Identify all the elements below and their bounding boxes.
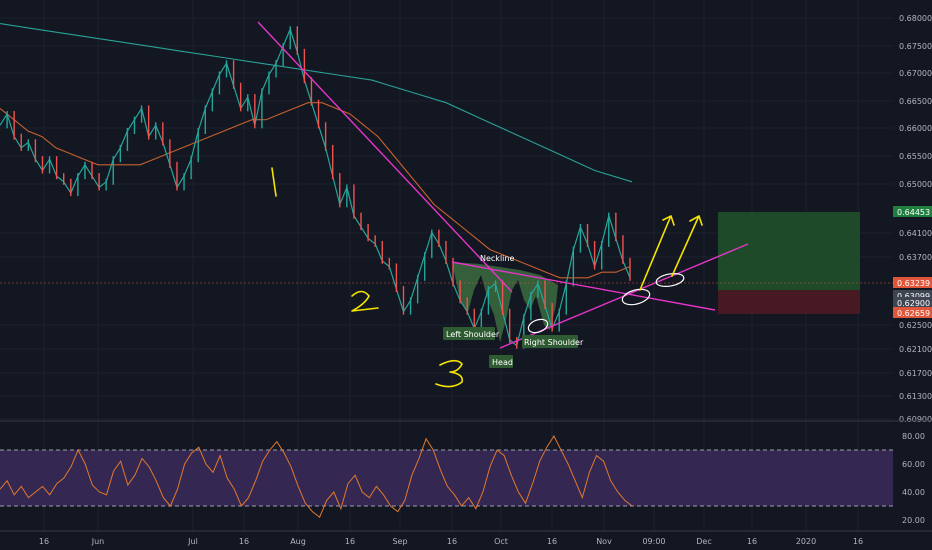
projection-arrow-1 [639, 215, 675, 291]
price-badge [893, 206, 932, 217]
head-label: Head [492, 358, 513, 367]
target-zone [718, 212, 860, 290]
time-tick-label: Sep [392, 537, 407, 546]
price-tick-label: 0.62100 [899, 345, 932, 354]
wave-label-2 [351, 290, 379, 312]
time-tick-label: Jun [91, 537, 105, 546]
price-badge-label: 0.62659 [897, 309, 930, 318]
price-tick-label: 0.60900 [899, 415, 932, 424]
time-tick-label: 16 [345, 537, 355, 546]
time-tick-label: Jul [187, 537, 198, 546]
rsi-band [0, 450, 893, 506]
rsi-pane[interactable] [0, 434, 893, 518]
grid [0, 0, 893, 531]
wave-label-3 [435, 359, 464, 388]
ma-teal-line [0, 23, 633, 183]
neckline-label: Neckline [480, 254, 514, 263]
price-tick-label: 0.65000 [899, 180, 932, 189]
time-tick-label: Nov [596, 537, 612, 546]
price-tick-label: 0.61700 [899, 369, 932, 378]
time-tick-label: 16 [239, 537, 249, 546]
time-tick-label: Dec [696, 537, 711, 546]
neckline-line [451, 261, 716, 311]
price-tick-label: 0.63700 [899, 253, 932, 262]
time-tick-label: 16 [547, 537, 557, 546]
time-tick-label: 16 [447, 537, 457, 546]
price-tick-label: 0.67000 [899, 69, 932, 78]
projection-arrow-2 [671, 215, 703, 277]
price-badge [893, 290, 932, 301]
time-tick-label: Aug [290, 537, 306, 546]
price-badge-label: 0.63099 [897, 292, 930, 301]
rsi-axis: 80.00 60.00 40.00 20.00 [902, 432, 925, 525]
stop-zone [718, 290, 860, 314]
right-shoulder-tag [522, 335, 578, 348]
rsi-tick-label: 60.00 [902, 460, 925, 469]
price-tick-label: 0.62500 [899, 321, 932, 330]
rsi-tick-label: 80.00 [902, 432, 925, 441]
price-badge [893, 307, 932, 318]
time-tick-label: Oct [494, 537, 508, 546]
price-badge [893, 277, 932, 288]
price-tick-label: 0.64100 [899, 229, 932, 238]
ma-orange-line [0, 102, 631, 279]
price-tick-label: 0.61300 [899, 392, 932, 401]
time-tick-label: 2020 [796, 537, 816, 546]
price-badge [893, 297, 932, 308]
price-badge-label: 0.64453 [897, 208, 930, 217]
price-tick-label: 0.66000 [899, 124, 932, 133]
pattern-fill [452, 262, 558, 342]
left-shoulder-label: Left Shoulder [446, 330, 500, 339]
retest-ellipse-2 [621, 288, 651, 306]
price-tick-label: 0.66500 [899, 97, 932, 106]
time-tick-label: 16 [747, 537, 757, 546]
time-tick-label: 09:00 [642, 537, 665, 546]
retest-ellipse-3 [655, 273, 685, 287]
downtrend-line [257, 21, 513, 293]
price-candles [0, 26, 631, 349]
price-tick-label: 0.65500 [899, 152, 932, 161]
wave-label-1 [271, 167, 277, 197]
price-badge-label: 0.63239 [897, 279, 930, 288]
rsi-tick-label: 20.00 [902, 516, 925, 525]
retest-ellipse-1 [527, 318, 549, 334]
head-tag [489, 355, 513, 368]
time-tick-label: 16 [853, 537, 863, 546]
price-line [0, 27, 631, 347]
time-tick-label: 16 [39, 537, 49, 546]
time-axis[interactable]: 16 Jun Jul 16 Aug 16 Sep 16 Oct 16 Nov 09:00 Dec 16 20… [39, 537, 863, 546]
price-axis[interactable]: 0.68000 0.67500 0.67000 0.66500 0.66000 0.655… [899, 14, 932, 424]
left-shoulder-tag [443, 327, 495, 340]
right-shoulder-label: Right Shoulder [524, 338, 584, 347]
price-badge-label: 0.62900 [897, 299, 930, 308]
price-tick-label: 0.68000 [899, 14, 932, 23]
moving-averages [0, 23, 633, 279]
price-tick-label: 0.67500 [899, 42, 932, 51]
rsi-tick-label: 40.00 [902, 488, 925, 497]
rsi-line [0, 434, 633, 518]
